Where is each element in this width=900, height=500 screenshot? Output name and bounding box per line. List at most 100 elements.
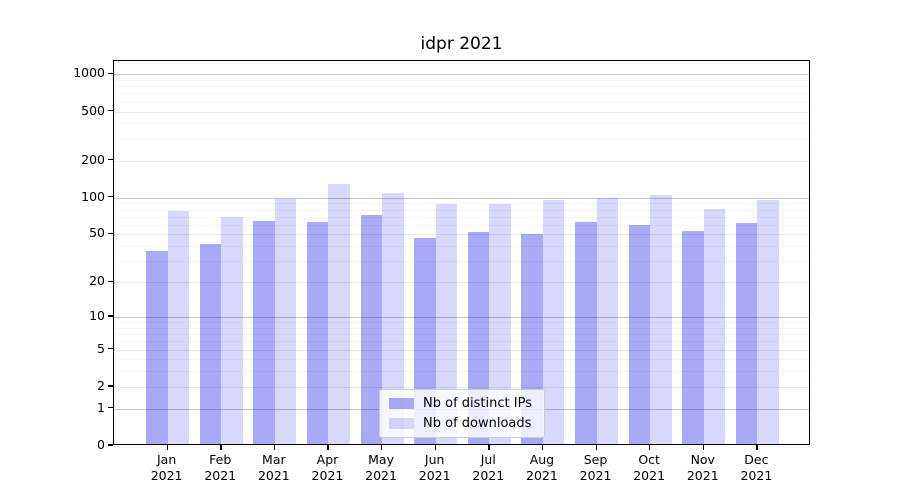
x-tick-label-line: Feb (209, 452, 232, 467)
x-tick (327, 445, 329, 450)
gridline (114, 386, 809, 388)
gridline-minor (114, 93, 809, 95)
gridline-minor (114, 327, 809, 329)
x-tick-label-line: 2021 (526, 468, 558, 483)
y-tick (108, 232, 113, 235)
gridline (114, 234, 809, 236)
x-tick-label-line: Nov (690, 452, 715, 467)
legend-swatch-distinct-ips (389, 398, 414, 409)
x-tick-label: Oct 2021 (617, 452, 681, 484)
gridline (114, 74, 809, 76)
y-tick-label: 100 (81, 188, 105, 204)
gridline-minor (114, 341, 809, 343)
y-tick (108, 444, 113, 446)
gridline-minor (114, 101, 809, 103)
bar-downloads (757, 199, 779, 444)
x-tick (273, 445, 276, 450)
plot-area (113, 60, 810, 445)
x-tick (488, 445, 490, 450)
x-tick-label-line: Jan (156, 452, 177, 467)
x-tick-label-line: Jul (480, 452, 496, 467)
bar-distinct-ips (575, 221, 597, 444)
bar-distinct-ips (307, 221, 329, 444)
x-tick-label-line: 2021 (686, 468, 719, 483)
x-tick-label-line: 2021 (633, 468, 666, 483)
y-tick-label: 0 (97, 437, 105, 452)
x-tick-label-line: Oct (638, 452, 660, 467)
gridline-minor (114, 246, 809, 248)
y-tick-label: 5 (97, 340, 105, 356)
y-tick-label: 50 (89, 225, 105, 241)
gridline-minor (114, 224, 809, 226)
gridline-minor (114, 138, 809, 140)
x-tick-label-line: 2021 (365, 468, 397, 483)
bar-downloads (435, 204, 458, 444)
gridline-minor (114, 334, 809, 336)
legend-label-distinct-ips: Nb of distinct IPs (423, 396, 532, 411)
x-tick-label: Dec 2021 (724, 452, 788, 484)
y-tick-label: 500 (81, 102, 105, 118)
x-tick (220, 445, 222, 450)
x-tick-label-line: 2021 (311, 468, 344, 483)
bar-distinct-ips (360, 214, 383, 444)
gridline (114, 111, 809, 113)
bar-downloads (382, 193, 404, 444)
x-tick-label-line: May (368, 452, 394, 467)
y-tick (108, 385, 113, 387)
x-tick-label: Jul 2021 (456, 452, 520, 484)
y-tick-label: 1000 (73, 65, 105, 81)
gridline-minor (114, 79, 809, 81)
gridline-minor (114, 203, 809, 205)
bar-distinct-ips (628, 224, 651, 444)
x-tick-label: Nov 2021 (671, 452, 735, 484)
y-tick-label: 1 (97, 399, 105, 415)
x-tick-label: Jun 2021 (403, 452, 467, 484)
bar-downloads (596, 198, 618, 444)
x-tick-label: Sep 2021 (564, 452, 628, 484)
x-tick (595, 445, 597, 450)
y-tick-label: 20 (89, 273, 105, 289)
x-tick-label-line: Aug (529, 452, 555, 467)
y-tick (108, 315, 113, 317)
x-tick (702, 445, 705, 450)
x-tick-label-line: Dec (744, 452, 769, 467)
x-tick-label-line: Mar (262, 452, 286, 467)
x-tick-label-line: 2021 (579, 468, 612, 483)
x-tick (166, 445, 168, 450)
x-tick-label: Aug 2021 (510, 452, 574, 484)
y-tick (108, 347, 113, 350)
bar-distinct-ips (253, 221, 275, 444)
y-tick-label: 10 (89, 307, 105, 323)
gridline (114, 349, 809, 351)
legend-label-downloads: Nb of downloads (423, 416, 532, 431)
gridline-minor (114, 86, 809, 88)
y-tick (108, 407, 113, 409)
x-tick-label: May 2021 (349, 452, 413, 484)
y-tick-label: 2 (97, 377, 105, 393)
gridline (114, 160, 809, 162)
gridline-minor (114, 216, 809, 218)
bar-downloads (542, 200, 565, 444)
bar-downloads (328, 183, 350, 444)
bar-downloads (167, 210, 190, 444)
gridline-minor (114, 123, 809, 125)
x-tick-label-line: Sep (583, 452, 608, 467)
legend-entry-distinct-ips: Nb of distinct IPs (389, 396, 535, 411)
x-tick-label-line: Jun (424, 452, 445, 467)
gridline-minor (114, 371, 809, 373)
x-tick (381, 445, 383, 450)
gridline (114, 316, 809, 318)
bar-downloads (274, 198, 297, 444)
x-tick-label-line: 2021 (204, 468, 237, 483)
x-tick-label-line: 2021 (257, 468, 290, 483)
gridline (114, 282, 809, 284)
chart-title: idpr 2021 (420, 34, 503, 54)
legend-swatch-downloads (389, 418, 414, 429)
gridline (114, 197, 809, 199)
x-tick-label-line: 2021 (150, 468, 183, 483)
bar-distinct-ips (146, 251, 168, 444)
gridline-minor (114, 322, 809, 324)
y-tick (108, 109, 113, 112)
x-tick (756, 445, 758, 450)
